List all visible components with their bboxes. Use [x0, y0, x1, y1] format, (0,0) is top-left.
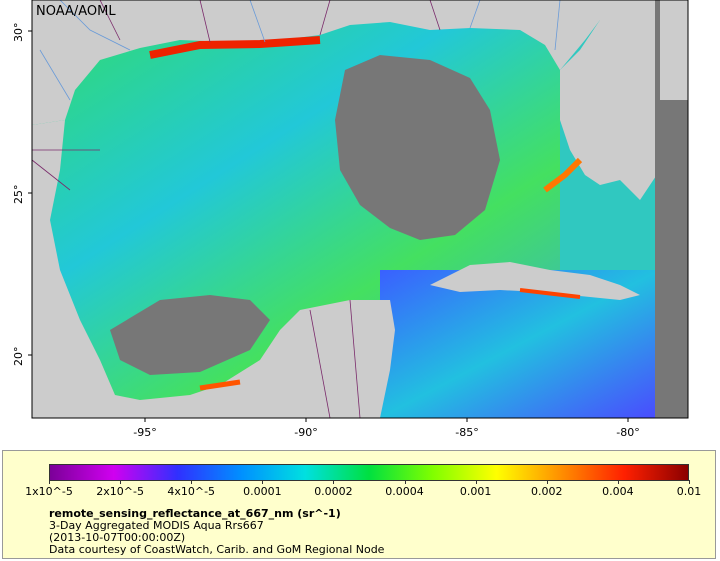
- lon-tick-marks: [144, 418, 629, 422]
- coastal-band-cuba: [519, 288, 581, 299]
- political-borders: [31, 0, 441, 419]
- land-usa: [32, 0, 688, 125]
- colorbar-tick-mark: [191, 480, 193, 484]
- legend-panel: remote_sensing_reflectance_at_667_nm (sr…: [2, 450, 716, 559]
- colorbar-tick-label: 4x10^-5: [167, 485, 216, 498]
- colorbar-tick-label: 0.002: [531, 485, 563, 498]
- credit-label: Data courtesy of CoastWatch, Carib. and …: [49, 543, 385, 556]
- rivers: [39, 0, 561, 101]
- lon-tick-95: -95°: [133, 426, 157, 439]
- variable-label: remote_sensing_reflectance_at_667_nm (sr…: [49, 507, 341, 520]
- lat-tick-20: 20°: [12, 346, 25, 367]
- lon-tick-85: -85°: [455, 426, 479, 439]
- land-cuba: [430, 262, 640, 300]
- watermark: NOAA/AOML: [36, 4, 116, 19]
- lat-tick-30: 30°: [12, 22, 25, 43]
- colorbar-tick-mark: [546, 480, 548, 484]
- time-label: (2013-10-07T00:00:00Z): [49, 531, 186, 544]
- colorbar-tick-label: 0.01: [676, 485, 702, 498]
- lat-tick-marks: [28, 30, 32, 356]
- colorbar-tick-mark: [262, 480, 264, 484]
- lon-tick-90: -90°: [294, 426, 318, 439]
- colorbar-tick-mark: [475, 480, 477, 484]
- colorbar-tick-label: 0.0002: [314, 485, 353, 498]
- colorbar-tick-mark: [689, 480, 690, 484]
- colorbar-tick-label: 2x10^-5: [96, 485, 144, 498]
- lat-tick-25: 25°: [12, 184, 25, 205]
- colorbar-tick-mark: [49, 480, 50, 484]
- coastal-band-florida: [543, 157, 583, 193]
- coastal-band-yucatan: [199, 379, 241, 391]
- lon-tick-80: -80°: [616, 426, 640, 439]
- coastal-band-north: [149, 36, 321, 59]
- colorbar-tick-mark: [404, 480, 406, 484]
- no-data-atlantic: [655, 100, 688, 418]
- colorbar-tick-label: 0.0001: [243, 485, 282, 498]
- land-mexico: [32, 120, 395, 418]
- map-panel: [28, 0, 689, 422]
- colorbar: [49, 464, 689, 481]
- colorbar-tick-mark: [120, 480, 122, 484]
- colorbar-tick-label: 1x10^-5: [25, 485, 73, 498]
- colorbar-tick-label: 0.0004: [385, 485, 424, 498]
- no-data-region-south: [110, 295, 270, 375]
- colorbar-tick-label: 0.004: [602, 485, 634, 498]
- product-label: 3-Day Aggregated MODIS Aqua Rrs667: [49, 519, 264, 532]
- colorbar-tick-mark: [617, 480, 619, 484]
- map-frame: [31, 0, 689, 419]
- colorbar-tick-mark: [333, 480, 335, 484]
- land-florida: [560, 20, 660, 200]
- colorbar-tick-label: 0.001: [459, 485, 492, 498]
- no-data-region-gulf: [335, 55, 500, 240]
